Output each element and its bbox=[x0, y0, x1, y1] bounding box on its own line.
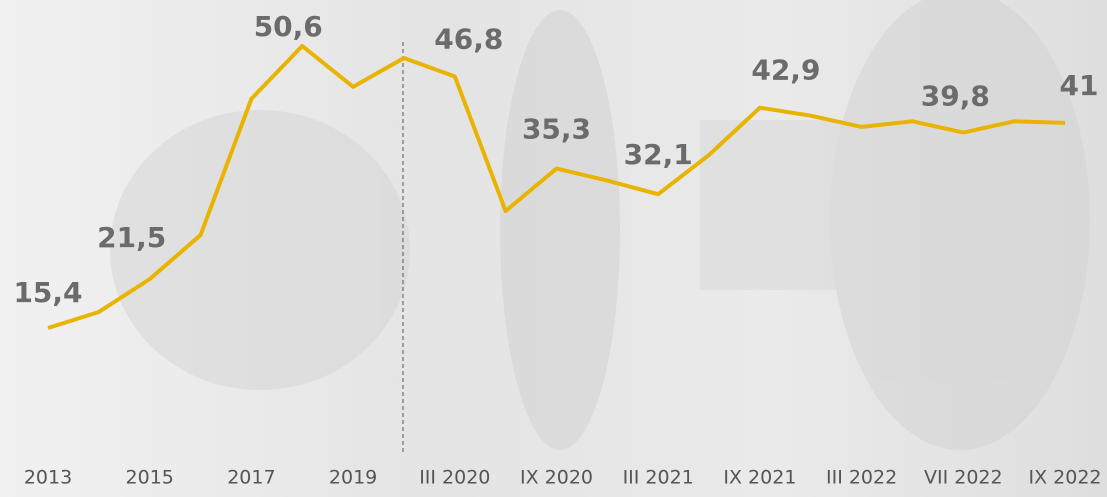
value-label: 41 bbox=[1060, 69, 1099, 102]
x-tick-label: 2015 bbox=[126, 467, 174, 489]
x-tick-label: IX 2020 bbox=[520, 467, 593, 489]
x-tick-label: 2013 bbox=[24, 467, 72, 489]
x-tick-label: III 2020 bbox=[419, 467, 490, 489]
value-label: 21,5 bbox=[97, 221, 166, 254]
x-tick-label: VII 2022 bbox=[924, 467, 1003, 489]
value-label: 32,1 bbox=[624, 138, 693, 171]
line bbox=[47, 44, 1066, 330]
x-tick-label: III 2022 bbox=[826, 467, 897, 489]
x-tick-label: 2019 bbox=[329, 467, 377, 489]
value-label: 15,4 bbox=[13, 276, 82, 309]
value-label: 35,3 bbox=[522, 113, 591, 146]
value-label: 39,8 bbox=[921, 80, 990, 113]
x-tick-label: IX 2022 bbox=[1028, 467, 1101, 489]
x-tick-label: 2017 bbox=[227, 467, 275, 489]
x-tick-label: IX 2021 bbox=[723, 467, 796, 489]
x-tick-label: III 2021 bbox=[623, 467, 694, 489]
value-label: 46,8 bbox=[434, 22, 503, 55]
value-label: 50,6 bbox=[254, 10, 323, 43]
value-label: 42,9 bbox=[751, 54, 820, 87]
background-photo bbox=[110, 0, 1090, 450]
